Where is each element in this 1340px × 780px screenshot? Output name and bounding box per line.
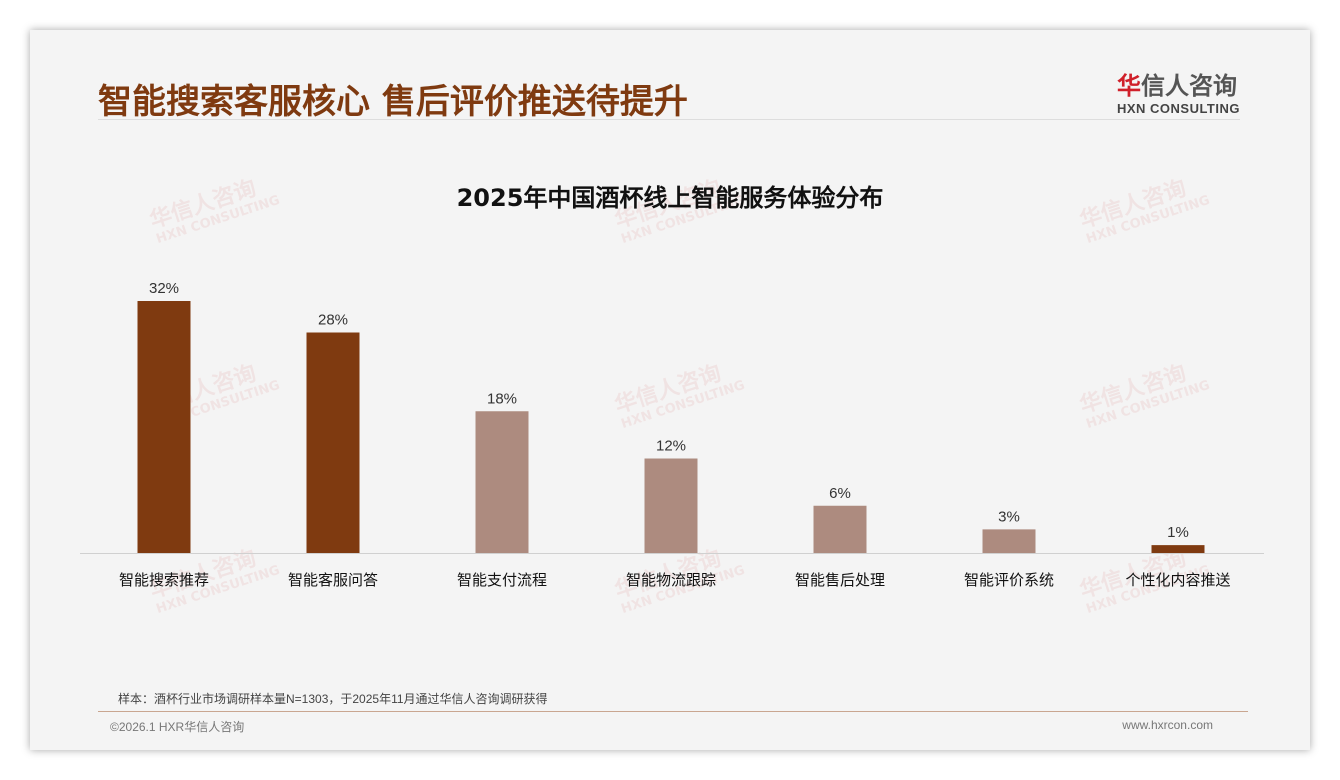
bar — [1151, 545, 1205, 553]
data-label: 32% — [149, 280, 179, 297]
bar-chart: 32% 智能搜索推荐 28% 智能客服问答 18% 智能支付流程 12% 智能物流跟踪 6% 智能… — [80, 280, 1264, 589]
data-label: 1% — [1167, 524, 1189, 541]
bar — [306, 332, 360, 553]
bar — [137, 301, 191, 553]
sample-note: 样本：酒杯行业市场调研样本量N=1303，于2025年11月通过华信人咨询调研获… — [118, 692, 548, 706]
data-label: 28% — [318, 312, 348, 329]
logo-accent: 华 — [1116, 72, 1141, 100]
data-label: 3% — [998, 508, 1020, 525]
data-label: 18% — [487, 390, 517, 407]
x-tick-label: 个性化内容推送 — [1125, 572, 1230, 589]
logo: 华信人咨询 HXN CONSULTING — [1117, 66, 1240, 116]
x-tick-label: 智能客服问答 — [288, 571, 378, 589]
bar — [644, 458, 698, 553]
x-tick-label: 智能搜索推荐 — [119, 571, 209, 589]
logo-en: HXN CONSULTING — [1116, 101, 1240, 116]
bar — [475, 411, 529, 553]
data-label: 6% — [829, 485, 851, 502]
logo-text: 信人咨询 — [1140, 72, 1237, 100]
slide: 华信人咨询 HXN CONSULTING 华信人咨询 HXN CONSULTING … — [30, 30, 1310, 750]
divider — [98, 711, 1248, 712]
x-tick-label: 智能评价系统 — [964, 571, 1054, 589]
x-tick-label: 智能售后处理 — [795, 571, 885, 589]
data-label: 12% — [656, 438, 686, 455]
chart-title: 2025年中国酒杯线上智能服务体验分布 — [456, 184, 884, 212]
page-title: 智能搜索客服核心 售后评价推送待提升 — [98, 82, 688, 122]
x-tick-label: 智能支付流程 — [457, 571, 547, 589]
bar — [813, 505, 867, 553]
copyright: ©2026.1 HXR华信人咨询 — [110, 720, 245, 734]
website-url: www.hxrcon.com — [1122, 718, 1213, 732]
bar — [982, 529, 1036, 553]
x-tick-label: 智能物流跟踪 — [626, 571, 716, 589]
divider — [98, 119, 1240, 120]
